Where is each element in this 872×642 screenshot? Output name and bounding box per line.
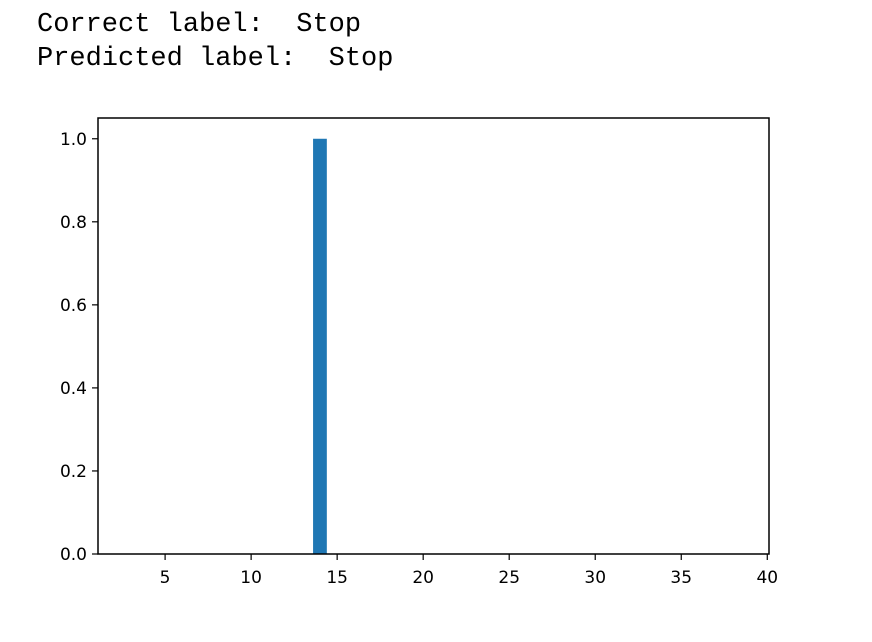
- y-axis-ticks: 0.0 0.2 0.4 0.6 0.8 1.0: [60, 130, 98, 565]
- y-tick-label: 0.0: [60, 545, 87, 565]
- x-tick-label: 35: [670, 568, 692, 588]
- cell-output-text: Correct label: Stop Predicted label: Sto…: [37, 8, 393, 76]
- x-tick-label: 5: [160, 568, 171, 588]
- x-tick-label: 15: [326, 568, 348, 588]
- x-tick-label: 10: [240, 568, 262, 588]
- predicted-label-line: Predicted label: Stop: [37, 42, 393, 76]
- y-tick-label: 0.6: [60, 296, 87, 316]
- x-axis-ticks: 5 10 15 20 25 30 35 40: [160, 554, 778, 588]
- y-tick-label: 0.2: [60, 462, 87, 482]
- y-tick-label: 0.4: [60, 379, 87, 399]
- y-tick-label: 1.0: [60, 130, 87, 150]
- correct-label-value: Stop: [296, 10, 362, 40]
- x-tick-label: 40: [756, 568, 778, 588]
- x-tick-label: 20: [412, 568, 434, 588]
- axes-frame: [97, 117, 770, 555]
- bar: [313, 138, 327, 554]
- correct-label-prefix: Correct label:: [37, 10, 297, 40]
- predicted-label-value: Stop: [328, 44, 394, 74]
- bars-group: [313, 138, 327, 554]
- x-tick-label: 30: [584, 568, 606, 588]
- x-tick-label: 25: [498, 568, 520, 588]
- y-tick-label: 0.8: [60, 213, 87, 233]
- correct-label-line: Correct label: Stop: [37, 8, 393, 42]
- predicted-label-prefix: Predicted label:: [37, 44, 329, 74]
